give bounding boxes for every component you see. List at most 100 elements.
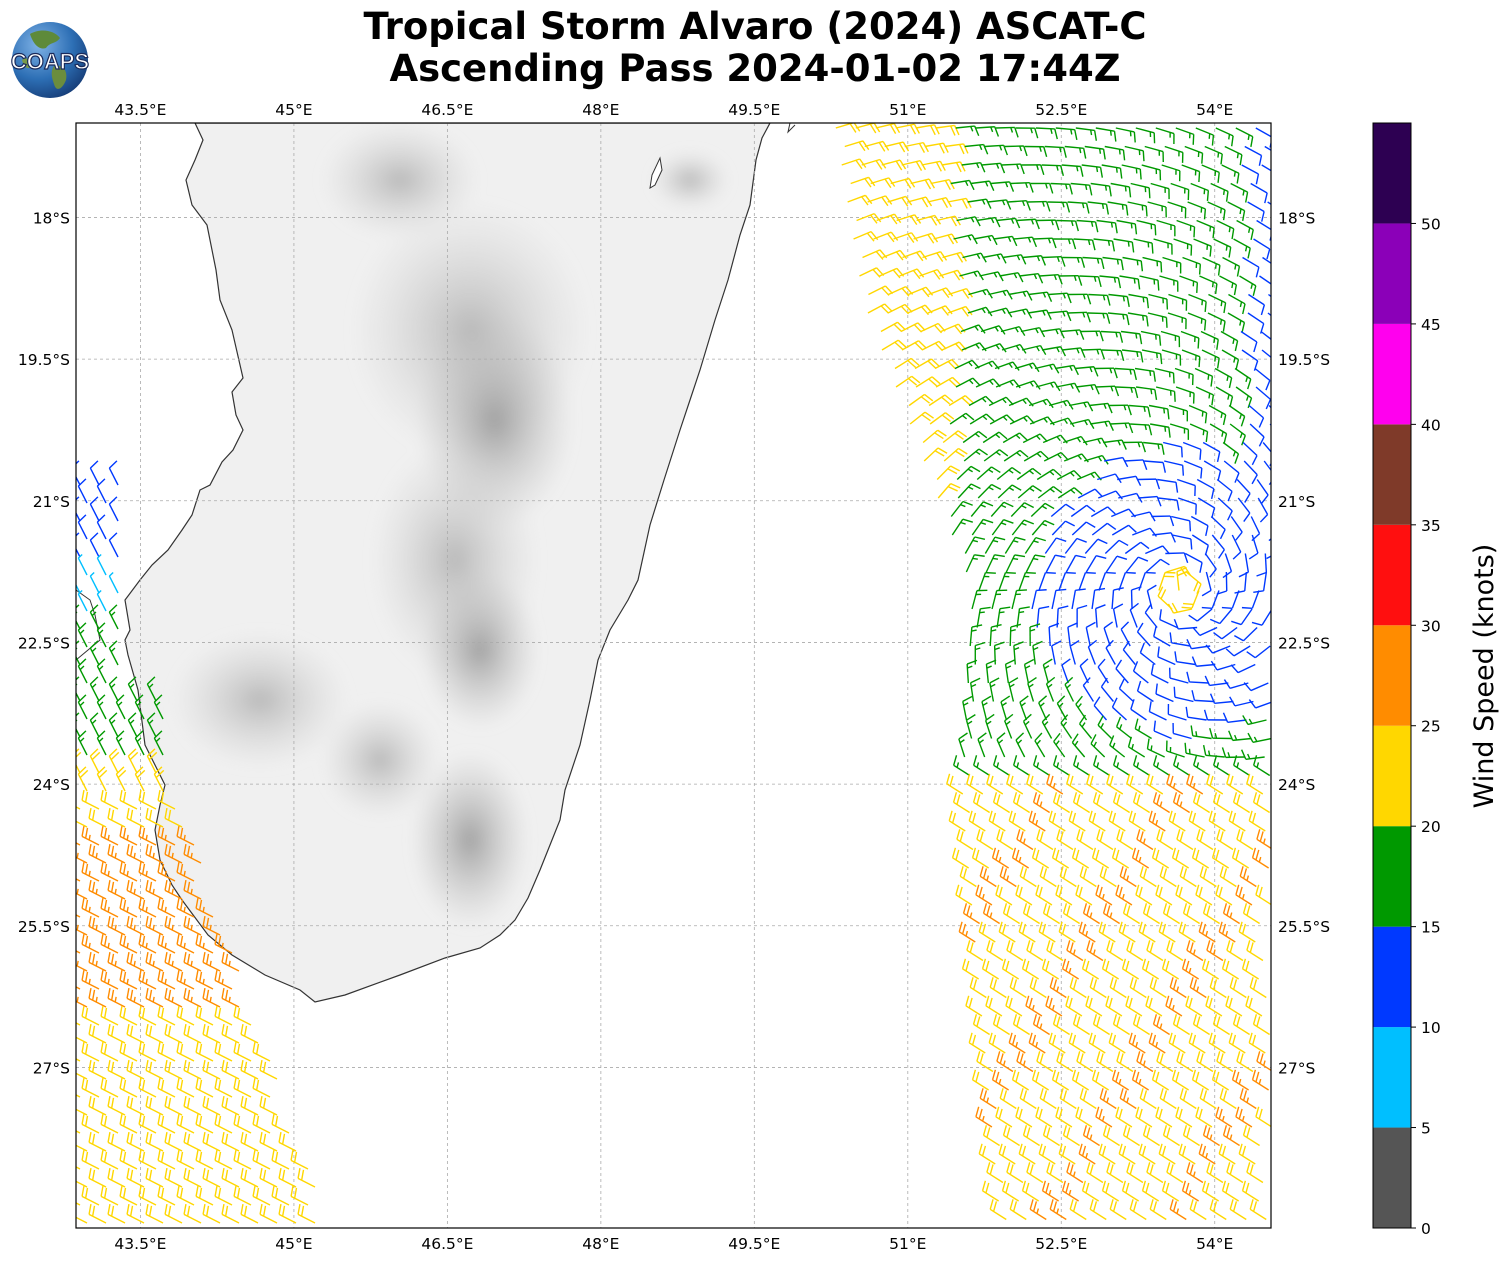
wind-barb [1036, 219, 1060, 231]
wind-barb [157, 1113, 176, 1134]
wind-barb [989, 977, 1007, 999]
wind-barb [202, 951, 221, 972]
wind-barb [1109, 977, 1127, 999]
wind-barb [1139, 866, 1157, 888]
wind-barb [985, 554, 1005, 573]
wind-barb [1241, 590, 1260, 610]
wind-barb [195, 1185, 214, 1206]
wind-barb [901, 340, 927, 351]
wind-barb [1115, 884, 1133, 906]
wind-barb [1043, 451, 1069, 462]
wind-barb [1173, 755, 1191, 777]
wind-barb [1067, 201, 1090, 214]
wind-barb [1111, 697, 1127, 721]
x-tick-label-top: 52.5°E [1035, 101, 1087, 119]
wind-barb [850, 176, 876, 188]
wind-barb [1215, 1106, 1233, 1128]
wind-barb [81, 1005, 100, 1026]
wind-barb [1022, 713, 1033, 739]
chart-title: Tropical Storm Alvaro (2024) ASCAT-C Asc… [0, 6, 1510, 90]
wind-barb [1105, 995, 1123, 1017]
wind-barb [107, 915, 126, 936]
wind-barb [1217, 497, 1233, 521]
wind-barb [979, 866, 997, 888]
wind-barb [88, 1059, 107, 1080]
wind-barb [1176, 478, 1196, 497]
coaps-logo: COAPS [10, 22, 90, 98]
wind-barb [1124, 145, 1145, 162]
wind-barb [1029, 623, 1041, 647]
wind-barb [1199, 275, 1218, 295]
wind-barb [1155, 1106, 1173, 1128]
wind-barb [1015, 127, 1039, 139]
wind-barb [1025, 995, 1043, 1017]
wind-barb [221, 1095, 240, 1116]
wind-barb [119, 789, 138, 810]
wind-barb [1267, 201, 1271, 205]
wind-barb [1188, 404, 1208, 424]
wind-barb [922, 429, 947, 444]
wind-barb [1153, 720, 1172, 740]
wind-barb [1242, 441, 1258, 466]
wind-barb [1108, 293, 1130, 308]
wind-barb [1016, 829, 1034, 851]
coastline-fragment [787, 123, 796, 134]
wind-barb [1048, 1032, 1066, 1054]
wind-barb [1263, 460, 1271, 486]
wind-barb [1019, 1088, 1037, 1110]
wind-barb [134, 694, 145, 720]
wind-barb [1227, 312, 1246, 333]
wind-barb [1159, 1088, 1177, 1110]
wind-barb [1012, 792, 1031, 814]
wind-barb [1062, 435, 1088, 446]
wind-barb [164, 843, 183, 864]
wind-barb [965, 995, 983, 1017]
wind-barb [1062, 903, 1080, 925]
wind-barb [1049, 417, 1075, 428]
wind-barb [1200, 330, 1219, 350]
wind-barb [1199, 1088, 1217, 1110]
wind-barb [145, 1023, 164, 1044]
wind-barb [76, 950, 81, 954]
wind-barb [1041, 958, 1059, 980]
wind-barb [1028, 291, 1053, 302]
wind-barb [1002, 1125, 1020, 1147]
wind-barb [867, 303, 893, 314]
colorbar-frame [1372, 122, 1412, 1229]
wind-barb [1024, 536, 1046, 554]
wind-barb [1164, 460, 1185, 476]
colorbar-tick-label: 10 [1421, 1019, 1441, 1037]
wind-barb [1042, 658, 1053, 684]
wind-barb [88, 1095, 107, 1116]
wind-barb [1079, 658, 1089, 684]
wind-barb [1112, 1014, 1130, 1036]
wind-barb [1148, 404, 1170, 420]
wind-barb [1201, 571, 1212, 597]
wind-barb [1088, 293, 1111, 306]
wind-barb [1181, 590, 1200, 609]
wind-barb [1179, 866, 1197, 888]
wind-barb [990, 181, 1015, 192]
wind-barb [100, 969, 119, 990]
wind-barb [138, 825, 157, 846]
wind-barb [1116, 1051, 1134, 1073]
wind-barb [138, 1185, 157, 1206]
wind-barb [1028, 1032, 1046, 1054]
wind-barb [1253, 755, 1271, 777]
wind-barb [1199, 866, 1217, 888]
wind-barb [1226, 1162, 1244, 1184]
wind-barb [183, 879, 202, 900]
wind-barb [1249, 423, 1265, 447]
wind-barb [1049, 1199, 1067, 1221]
wind-barb [1189, 1199, 1207, 1221]
wind-barb [957, 483, 981, 499]
wind-barb [1142, 256, 1163, 273]
wind-barb [1018, 571, 1036, 591]
wind-barb [1175, 386, 1195, 404]
wind-barb [100, 1113, 119, 1134]
wind-barb [1104, 539, 1129, 555]
wind-barb [176, 1113, 195, 1134]
wind-barb [1166, 773, 1184, 795]
wind-barb [202, 1167, 221, 1188]
wind-barb [1119, 866, 1137, 888]
